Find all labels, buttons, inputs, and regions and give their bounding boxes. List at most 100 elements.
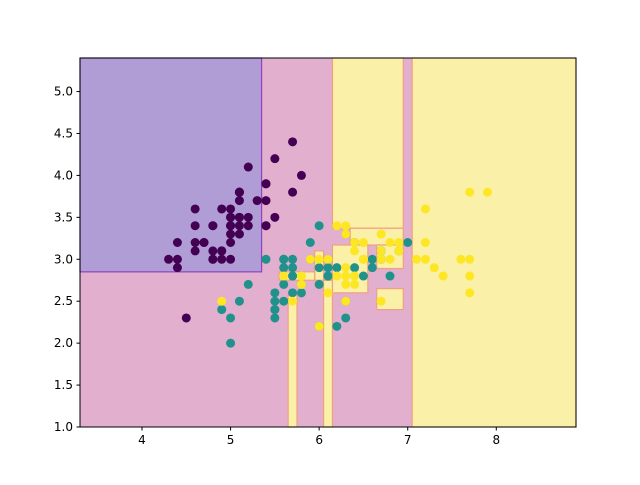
point-class-0 — [243, 212, 253, 222]
region-class-2 — [322, 279, 334, 428]
point-class-2 — [420, 204, 430, 214]
point-class-2 — [385, 238, 395, 247]
y-tick-label: 4.0 — [54, 168, 73, 182]
point-class-1 — [270, 313, 280, 323]
point-class-0 — [234, 221, 244, 231]
point-class-2 — [358, 254, 368, 264]
scatter-points — [164, 137, 492, 348]
point-class-1 — [323, 263, 333, 273]
point-class-0 — [234, 229, 244, 239]
y-tick-label: 2.5 — [54, 294, 73, 308]
point-class-2 — [438, 271, 448, 281]
point-class-1 — [270, 296, 280, 306]
point-class-2 — [376, 246, 386, 256]
point-class-0 — [234, 212, 244, 222]
point-class-0 — [172, 238, 182, 247]
point-class-1 — [332, 263, 342, 273]
point-class-2 — [412, 254, 422, 264]
point-class-0 — [234, 187, 244, 197]
point-class-2 — [420, 254, 430, 264]
point-class-0 — [261, 179, 271, 189]
point-class-1 — [314, 279, 324, 289]
point-class-1 — [261, 254, 271, 264]
point-class-1 — [226, 313, 236, 323]
point-class-0 — [226, 254, 236, 264]
point-class-2 — [341, 221, 351, 231]
y-tick-label: 4.5 — [54, 126, 73, 140]
point-class-0 — [208, 254, 218, 264]
y-tick-label: 3.0 — [54, 252, 73, 266]
point-class-1 — [279, 279, 289, 289]
point-class-0 — [172, 263, 182, 273]
point-class-2 — [341, 271, 351, 281]
point-class-1 — [234, 296, 244, 306]
point-class-2 — [394, 238, 404, 247]
point-class-1 — [385, 271, 395, 281]
point-class-2 — [429, 263, 439, 273]
point-class-2 — [358, 238, 368, 247]
point-class-0 — [234, 196, 244, 206]
point-class-0 — [199, 238, 209, 247]
point-class-2 — [376, 296, 386, 306]
point-class-1 — [288, 288, 298, 298]
point-class-0 — [252, 196, 262, 206]
region-class-2 — [411, 57, 577, 428]
point-class-0 — [288, 137, 298, 147]
point-class-2 — [465, 271, 475, 281]
point-class-1 — [314, 263, 324, 273]
y-tick-label: 2.0 — [54, 336, 73, 350]
point-class-0 — [217, 254, 227, 264]
x-tick-label: 4 — [138, 433, 146, 447]
point-class-2 — [465, 254, 475, 264]
x-axis: 4 5 6 7 8 — [138, 427, 500, 447]
point-class-2 — [350, 279, 360, 289]
point-class-2 — [350, 271, 360, 281]
point-class-1 — [279, 296, 289, 306]
point-class-2 — [341, 263, 351, 273]
point-class-2 — [323, 254, 333, 264]
point-class-2 — [314, 321, 324, 331]
point-class-1 — [279, 263, 289, 273]
point-class-0 — [270, 212, 280, 222]
point-class-1 — [226, 338, 236, 348]
x-tick-label: 5 — [227, 433, 235, 447]
point-class-1 — [217, 305, 227, 315]
point-class-1 — [288, 271, 298, 281]
point-class-1 — [367, 263, 377, 273]
region-class-2 — [287, 294, 298, 428]
point-class-1 — [323, 271, 333, 281]
x-tick-label: 7 — [404, 433, 412, 447]
point-class-0 — [190, 204, 200, 214]
point-class-2 — [341, 279, 351, 289]
point-class-1 — [270, 288, 280, 298]
point-class-1 — [358, 271, 368, 281]
point-class-0 — [261, 221, 271, 231]
point-class-0 — [243, 221, 253, 231]
point-class-2 — [456, 254, 466, 264]
point-class-0 — [208, 246, 218, 256]
point-class-2 — [376, 254, 386, 264]
point-class-0 — [243, 162, 253, 172]
point-class-2 — [465, 187, 475, 197]
point-class-2 — [482, 187, 492, 197]
point-class-1 — [279, 254, 289, 264]
region-class-0 — [79, 57, 263, 273]
point-class-2 — [385, 254, 395, 264]
point-class-2 — [217, 296, 227, 306]
point-class-1 — [270, 305, 280, 315]
point-class-2 — [296, 279, 306, 289]
point-class-1 — [332, 321, 342, 331]
point-class-2 — [350, 246, 360, 256]
y-axis: 1.0 1.5 2.0 2.5 3.0 3.5 4.0 4.5 5.0 — [54, 85, 80, 434]
y-tick-label: 3.5 — [54, 210, 73, 224]
point-class-1 — [296, 288, 306, 298]
point-class-2 — [376, 229, 386, 239]
region-class-2 — [331, 57, 404, 229]
y-tick-label: 5.0 — [54, 85, 73, 99]
point-class-1 — [288, 254, 298, 264]
point-class-1 — [403, 238, 413, 247]
y-tick-label: 1.5 — [54, 378, 73, 392]
point-class-2 — [323, 288, 333, 298]
